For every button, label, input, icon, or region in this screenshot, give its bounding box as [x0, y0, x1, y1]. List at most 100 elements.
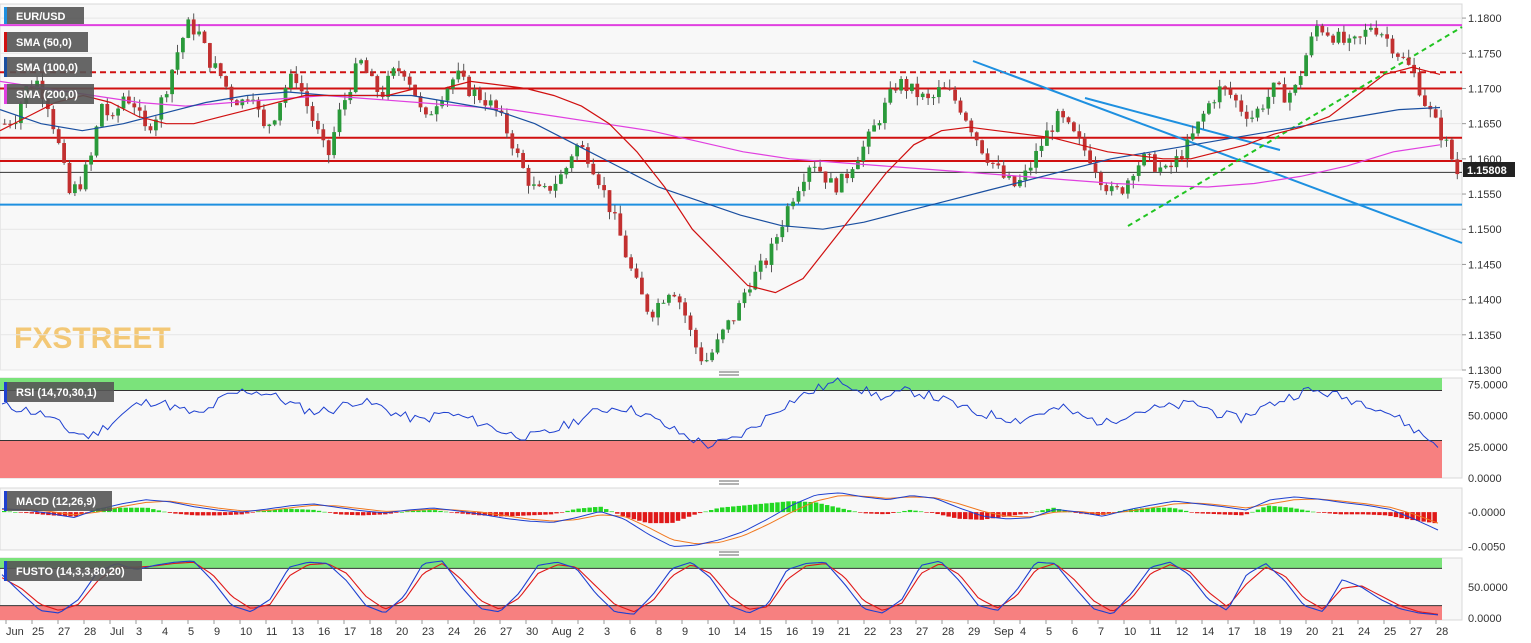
candle-body	[13, 123, 18, 125]
macd-histogram-bar	[1432, 512, 1437, 524]
candle-body	[224, 76, 228, 87]
candle-body	[1293, 84, 1298, 93]
candle-body	[267, 124, 272, 127]
candle-body	[1320, 25, 1325, 33]
macd-label: MACD (12,26,9)	[16, 496, 96, 508]
candle-body	[623, 235, 628, 258]
candle-body	[575, 145, 579, 157]
macd-badge[interactable]: MACD (12,26,9)	[4, 491, 112, 511]
macd-histogram-bar	[775, 502, 780, 513]
macd-histogram-bar	[703, 511, 708, 513]
macd-histogram-bar	[736, 505, 741, 513]
candle-body	[1066, 117, 1071, 123]
macd-histogram-bar	[178, 512, 184, 515]
macd-histogram-bar	[758, 503, 764, 513]
candle-body	[926, 93, 930, 99]
macd-histogram-bar	[907, 509, 913, 513]
candle-body	[245, 99, 250, 101]
macd-histogram-bar	[946, 512, 951, 517]
candle-body	[299, 83, 304, 92]
candle-body	[1142, 153, 1146, 166]
macd-histogram-bar	[344, 512, 349, 515]
candle-body	[78, 184, 83, 190]
candle-body	[262, 109, 266, 127]
candle-body	[424, 107, 428, 115]
macd-histogram-bar	[305, 509, 311, 513]
macd-histogram-bar	[1233, 512, 1239, 516]
macd-histogram-bar	[283, 509, 289, 513]
macd-histogram-bar	[532, 512, 537, 516]
candle-body	[877, 123, 882, 126]
candle-body	[861, 146, 866, 162]
fusto-badge[interactable]: FUSTO (14,3,3,80,20)	[4, 561, 142, 581]
macd-histogram-bar	[1062, 510, 1067, 513]
candle-body	[1088, 150, 1092, 164]
macd-histogram-bar	[714, 508, 719, 513]
candle-body	[839, 173, 844, 193]
candle-body	[316, 120, 320, 130]
candle-body	[618, 213, 623, 236]
candle-body	[83, 164, 88, 190]
candle-body	[208, 43, 212, 68]
candle-body	[850, 169, 855, 179]
candle-body	[645, 294, 650, 312]
macd-histogram-bar	[300, 509, 305, 513]
macd-histogram-bar	[427, 510, 432, 513]
macd-histogram-bar	[869, 512, 874, 514]
macd-histogram-bar	[388, 512, 394, 514]
candle-body	[56, 129, 61, 144]
macd-histogram-bar	[1322, 512, 1327, 513]
rsi-badge[interactable]: RSI (14,70,30,1)	[4, 382, 114, 402]
macd-histogram-bar	[1167, 507, 1172, 513]
candle-body	[1028, 167, 1033, 171]
candle-body	[613, 212, 617, 214]
x-tick-label: 10	[708, 626, 720, 638]
panel-resize-handle[interactable]	[719, 371, 739, 376]
macd-histogram-bar	[692, 512, 697, 515]
candle-body	[407, 76, 412, 85]
macd-histogram-bar	[222, 512, 228, 516]
candle-body	[920, 93, 925, 98]
macd-histogram-bar	[764, 503, 769, 513]
candle-body	[1336, 31, 1341, 43]
candle-body	[353, 63, 358, 93]
y-tick-label: 1.1750	[1468, 48, 1502, 60]
candle-body	[1099, 172, 1103, 186]
macd-histogram-bar	[1034, 511, 1040, 513]
macd-histogram-bar	[720, 507, 725, 513]
macd-histogram-bar	[797, 501, 802, 513]
x-tick-label: 12	[1176, 626, 1188, 638]
panel-resize-handle[interactable]	[719, 480, 739, 485]
macd-histogram-bar	[670, 512, 675, 523]
fusto-y-tick: 50.0000	[1468, 582, 1508, 594]
candle-body	[812, 166, 817, 168]
sma200-badge[interactable]: SMA (200,0)	[4, 84, 94, 104]
macd-histogram-bar	[256, 511, 261, 513]
macd-histogram-bar	[526, 512, 532, 516]
candle-body	[823, 171, 828, 183]
candle-body	[1055, 111, 1060, 132]
panel-resize-handle[interactable]	[719, 551, 739, 556]
macd-histogram-bar	[598, 506, 603, 513]
macd-histogram-bar	[963, 512, 968, 520]
macd-histogram-bar	[913, 510, 918, 513]
x-tick-label: 3	[604, 626, 610, 638]
sma100-line	[0, 91, 1441, 230]
candle-body	[380, 91, 385, 97]
macd-histogram-bar	[874, 512, 880, 514]
candle-body	[1239, 100, 1244, 112]
macd-histogram-bar	[543, 512, 548, 515]
candle-body	[667, 294, 671, 303]
candle-body	[159, 97, 164, 120]
candle-body	[494, 100, 498, 111]
x-tick-label: Jun	[6, 626, 24, 638]
candle-body	[467, 76, 471, 96]
symbol-badge[interactable]: EUR/USD	[4, 7, 84, 24]
candle-body	[947, 87, 952, 90]
candle-body	[731, 320, 736, 322]
x-tick-label: 20	[1306, 626, 1318, 638]
candle-body	[1369, 27, 1373, 30]
sma50-badge[interactable]: SMA (50,0)	[4, 32, 88, 52]
candle-body	[251, 99, 255, 101]
sma100-badge[interactable]: SMA (100,0)	[4, 57, 92, 77]
